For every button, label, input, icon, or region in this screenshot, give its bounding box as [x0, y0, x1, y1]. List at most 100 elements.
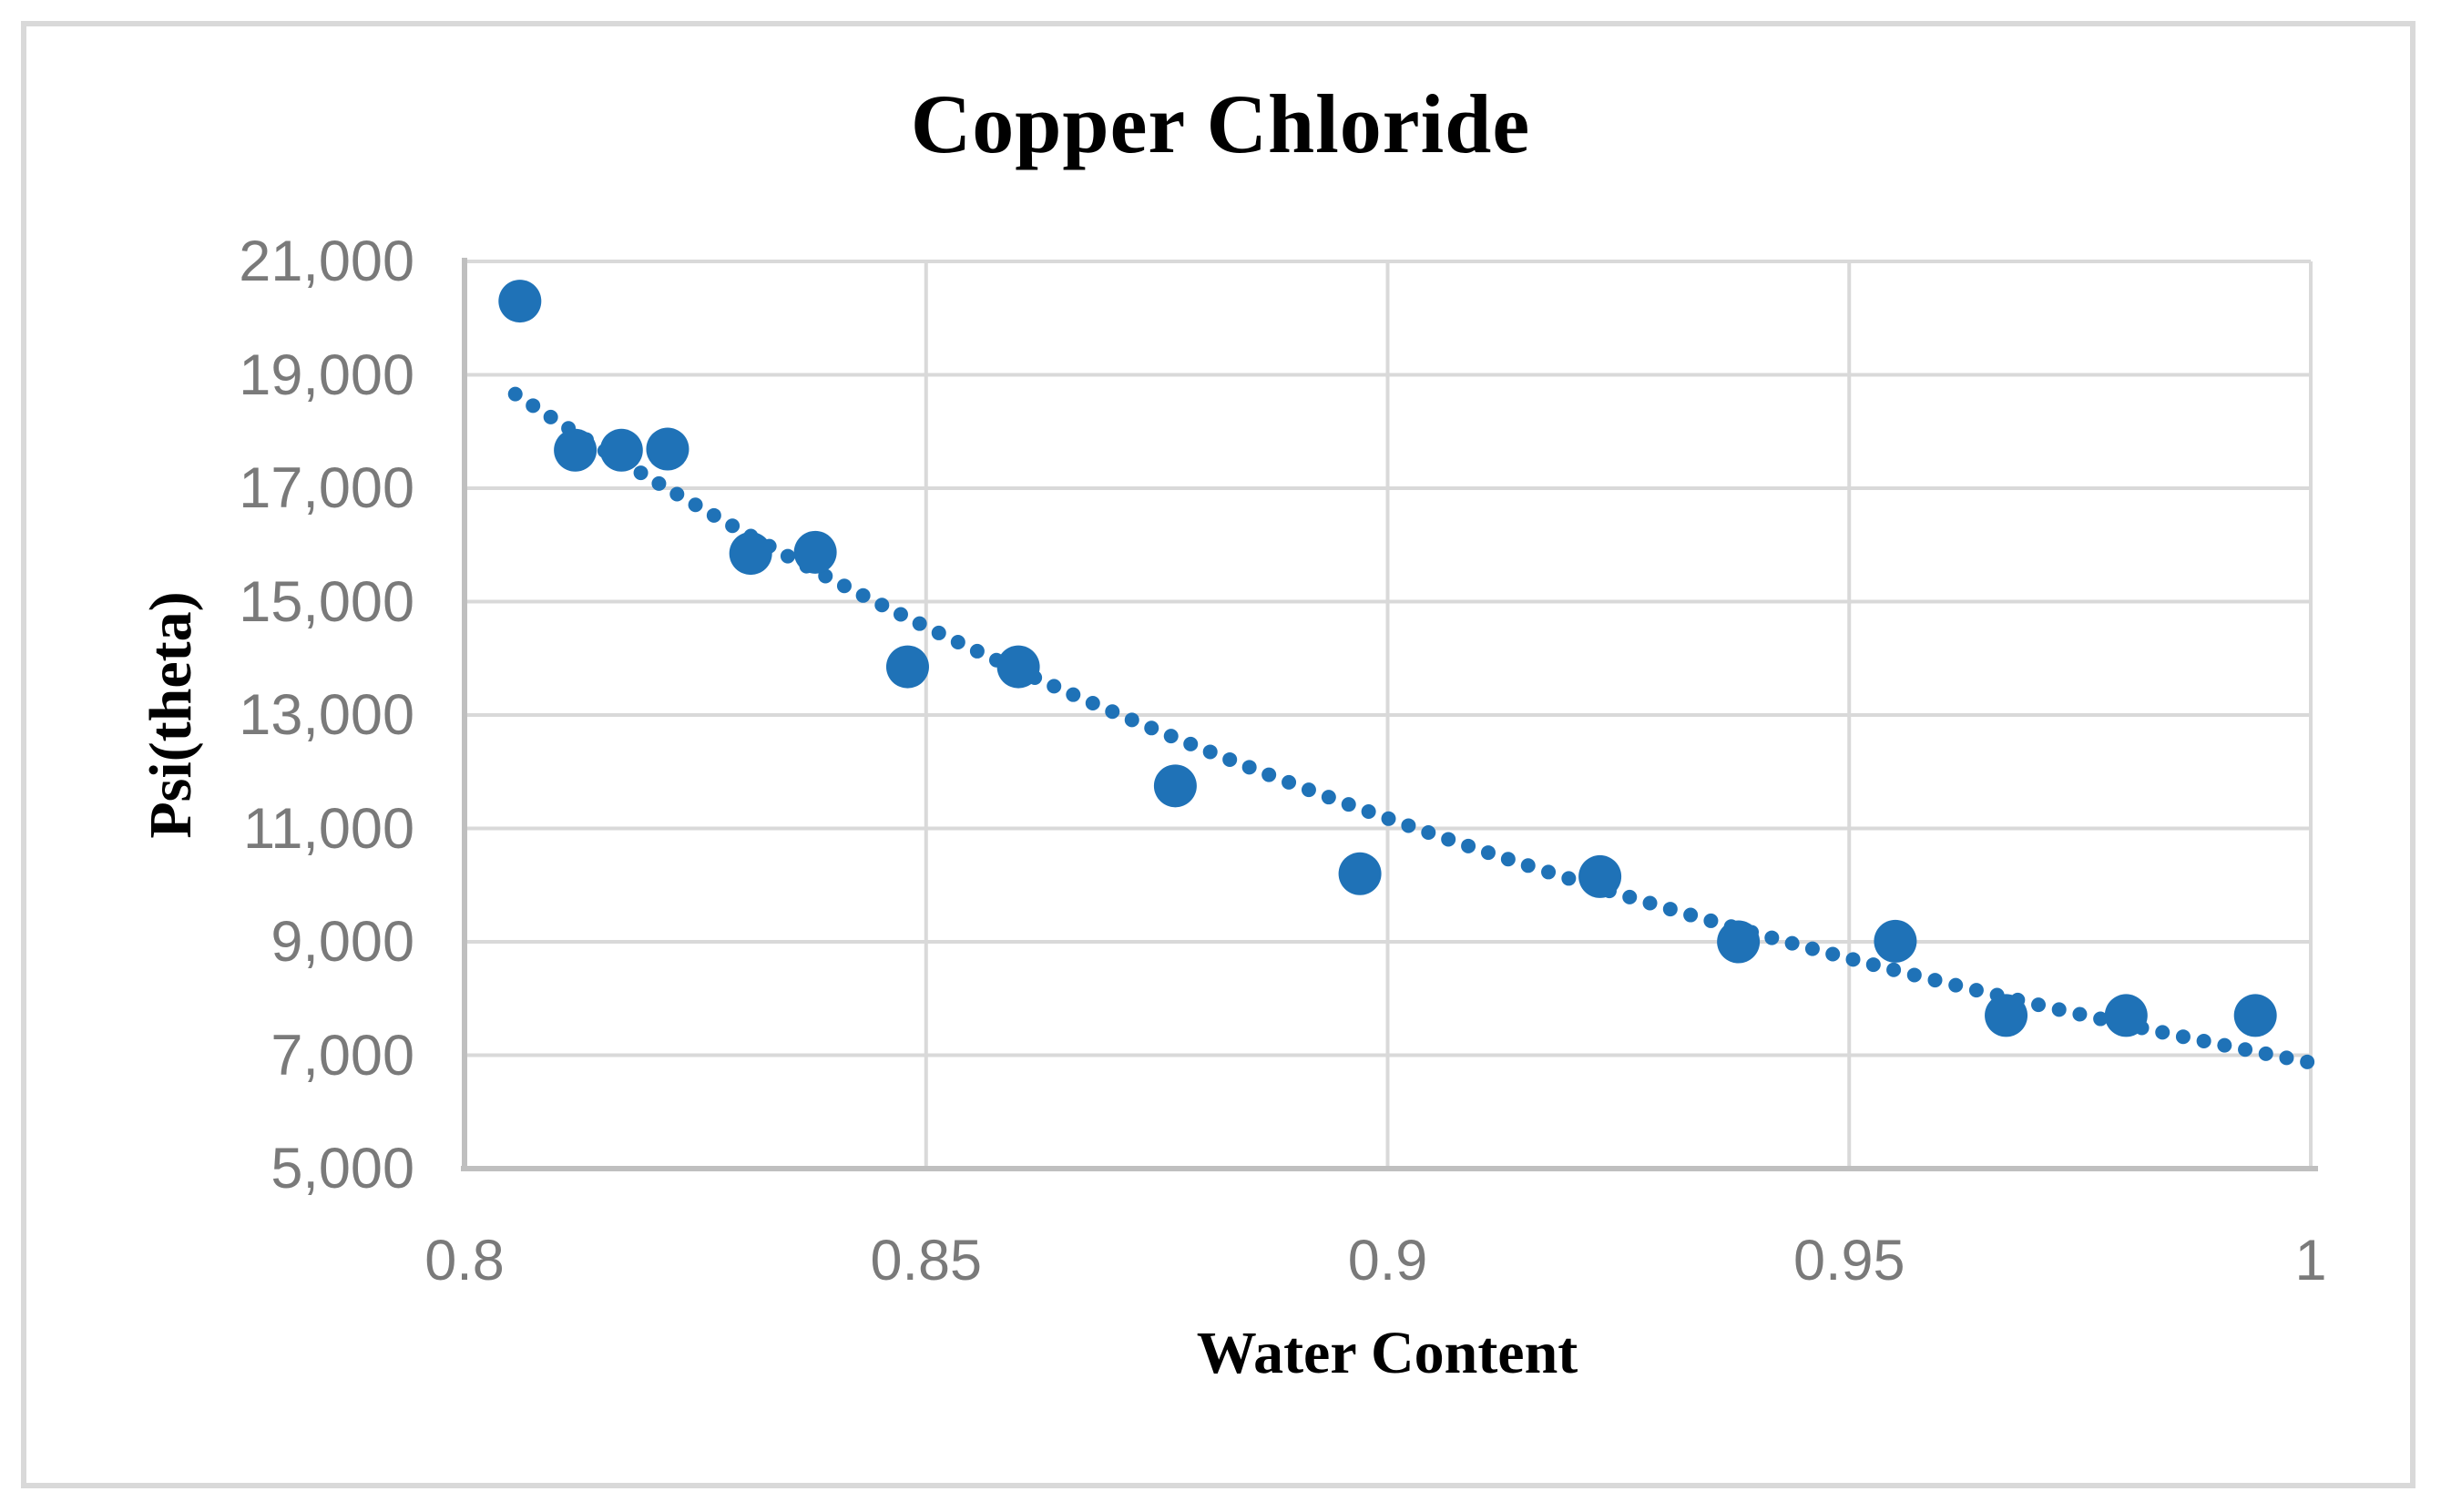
trendline-dot [651, 475, 667, 491]
trendline-dot [1662, 902, 1678, 917]
trendline-dot [874, 598, 890, 613]
trendline-dot [2300, 1054, 2315, 1069]
trendline-dot [1703, 913, 1719, 928]
trendline-dot [2196, 1033, 2211, 1048]
trendline-dot [706, 507, 721, 523]
trendline-dot [1784, 935, 1800, 951]
trendline-dot [1163, 729, 1179, 744]
x-axis-tick-label: 1 [2294, 1229, 2327, 1292]
x-axis-tick-label: 0.85 [870, 1229, 983, 1292]
data-point-marker [1985, 994, 2028, 1037]
x-axis-tick-label: 0.95 [1792, 1229, 1905, 1292]
y-axis-tick-label: 13,000 [239, 683, 414, 747]
trendline-dot [1341, 797, 1356, 812]
trendline-dot [1381, 811, 1396, 826]
trendline-dot [2093, 1011, 2109, 1027]
data-point-marker [1578, 854, 1622, 898]
y-axis-tick-label: 5,000 [271, 1137, 414, 1200]
trendline-dot [950, 634, 965, 649]
data-point-marker [1874, 919, 1917, 963]
trendline-dot [688, 497, 703, 513]
trendline-dot [2279, 1050, 2294, 1066]
trendline-dot [1282, 774, 1297, 790]
trendline-dot [1301, 782, 1316, 798]
x-axis-tick-label: 0.8 [424, 1229, 505, 1292]
data-point-marker [498, 280, 542, 323]
trendline-dot [1886, 962, 1902, 977]
data-point-marker [554, 428, 597, 472]
trendline-dot [633, 465, 649, 481]
trendline-dot [1261, 767, 1277, 782]
trendline-dot [1241, 760, 1257, 775]
trendline-dot [2175, 1029, 2191, 1045]
trendline-dot [912, 616, 927, 631]
trendline-dot [1222, 751, 1238, 767]
trendline-dot [543, 409, 558, 424]
trendline-dot [1441, 832, 1456, 847]
data-point-marker [885, 645, 929, 689]
trendline-dot [1622, 889, 1638, 904]
trendline-dot [2051, 1002, 2067, 1017]
trendline-dot [1124, 712, 1139, 728]
data-point-marker [793, 530, 837, 574]
data-point-marker [1153, 764, 1197, 808]
trendline-dot [1642, 895, 1658, 911]
trendline-dot [1683, 907, 1699, 923]
y-axis-tick-label: 17,000 [239, 456, 414, 520]
trendline-dot [1105, 704, 1120, 720]
chart-outer-border [21, 21, 2415, 1488]
trendline-dot [1764, 930, 1780, 945]
data-point-marker [646, 427, 689, 471]
y-axis-tick-label: 15,000 [239, 569, 414, 634]
chart-title: Copper Chloride [910, 77, 1531, 170]
trendline-dot [1561, 871, 1577, 886]
trendline-dot [507, 386, 523, 402]
x-axis-tick-label: 0.9 [1347, 1229, 1428, 1292]
trendline-dot [1183, 736, 1199, 751]
trendline-dot [1906, 967, 1922, 983]
y-axis-tick-label: 9,000 [271, 910, 414, 974]
trendline-dot [1865, 957, 1881, 973]
trendline-dot [931, 625, 946, 640]
trendline-dot [669, 486, 685, 502]
trendline-dot [836, 578, 852, 594]
x-axis-title: Water Content [1196, 1320, 1578, 1386]
trendline-dot [1047, 679, 1062, 694]
trendline-dot [855, 587, 871, 603]
data-point-marker [599, 428, 643, 472]
trendline-dot [1361, 804, 1376, 820]
y-axis-tick-label: 7,000 [271, 1023, 414, 1088]
trendline-dot [1804, 941, 1820, 956]
trendline-dot [1541, 864, 1557, 880]
trendline-dot [1421, 825, 1436, 841]
trendline-dot [2155, 1025, 2170, 1040]
trendline-dot [893, 607, 908, 622]
y-axis-tick-label: 19,000 [239, 342, 414, 407]
y-axis-tick-label: 11,000 [242, 796, 414, 861]
trendline-dot [1845, 952, 1861, 967]
trendline-dot [2217, 1037, 2232, 1053]
trendline-dot [1927, 973, 1943, 988]
trendline-dot [1401, 818, 1416, 833]
trendline-dot [1480, 845, 1496, 861]
trendline-dot [1968, 983, 1984, 998]
data-point-marker [2233, 994, 2277, 1037]
trendline-dot [969, 643, 985, 659]
data-point-marker [729, 532, 772, 576]
trendline-dot [1321, 790, 1336, 805]
trendline-dot [725, 518, 740, 534]
data-point-marker [1338, 852, 1382, 895]
trendline-dot [1144, 720, 1159, 736]
trendline-dot [780, 548, 795, 564]
data-point-marker [1717, 920, 1761, 964]
trendline-dot [2072, 1006, 2088, 1022]
y-axis-tick-label: 21,000 [239, 230, 414, 293]
trendline-dot [1825, 946, 1841, 962]
trendline-dot [1520, 858, 1536, 873]
trendline-dot [1085, 696, 1100, 711]
trendline-dot [1202, 744, 1218, 760]
trendline-dot [1461, 838, 1476, 853]
trendline-dot [2258, 1046, 2273, 1061]
